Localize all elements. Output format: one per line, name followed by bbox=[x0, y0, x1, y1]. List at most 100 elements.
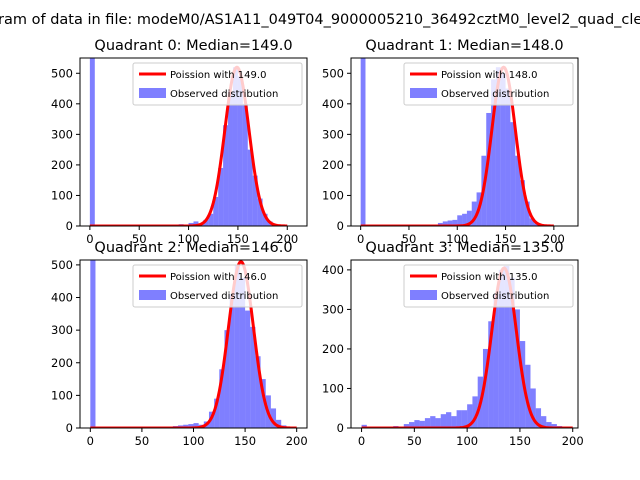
histogram-bar bbox=[188, 424, 194, 428]
histogram-bar bbox=[239, 277, 246, 428]
y-tick-label: 100 bbox=[322, 188, 344, 202]
y-tick-label: 500 bbox=[51, 258, 73, 272]
y-tick-label: 400 bbox=[322, 97, 344, 111]
subplot-quadrant-2: 0 50 100 150 200 0 100 200 300 400 500 Quadrant 2: … bbox=[51, 240, 308, 448]
histogram-bar bbox=[440, 414, 447, 428]
x-tick-label: 0 bbox=[86, 232, 93, 246]
histogram-bar bbox=[530, 388, 536, 428]
legend-box bbox=[132, 62, 303, 106]
histogram-bar bbox=[466, 210, 472, 226]
y-tick-label: 200 bbox=[51, 356, 73, 370]
histogram-bar bbox=[242, 103, 248, 226]
histogram-bar bbox=[409, 422, 415, 428]
histogram-bar bbox=[435, 418, 441, 428]
histogram-bar bbox=[467, 404, 473, 428]
histogram-bar bbox=[514, 309, 520, 428]
y-tick-label: 0 bbox=[66, 421, 73, 435]
histogram-bar bbox=[361, 424, 367, 428]
histogram-bar bbox=[219, 369, 225, 428]
histogram-bar bbox=[457, 215, 463, 226]
histogram-bar bbox=[525, 364, 531, 428]
y-tick-label: 200 bbox=[322, 158, 344, 172]
legend-label-observed: Observed distribution bbox=[441, 89, 549, 100]
legend-label-observed: Observed distribution bbox=[170, 291, 278, 302]
legend: Poission with 146.0 Observed distribution bbox=[132, 264, 303, 308]
subplot-quadrant-0: 0 50 100 150 200 0 100 200 300 400 500 Quadrant 0: … bbox=[51, 38, 308, 246]
histogram-bar bbox=[203, 219, 209, 226]
y-tick-label: 400 bbox=[51, 291, 73, 305]
histogram-bar bbox=[262, 213, 268, 226]
y-tick-label: 100 bbox=[322, 381, 344, 395]
plot-area bbox=[361, 265, 574, 428]
histogram-bar bbox=[252, 175, 258, 226]
histogram-bar bbox=[509, 277, 515, 428]
x-tick-label: 100 bbox=[456, 434, 478, 448]
histogram-bar bbox=[260, 379, 266, 428]
histogram-bar bbox=[491, 79, 496, 226]
histogram-bar bbox=[232, 67, 238, 226]
histogram-bar bbox=[360, 58, 366, 226]
legend: Poission with 135.0 Observed distribution bbox=[403, 264, 574, 308]
x-tick-label: 50 bbox=[407, 434, 422, 448]
histogram-bar bbox=[515, 155, 521, 226]
histogram-bar bbox=[524, 201, 530, 226]
histogram-bar bbox=[520, 180, 525, 226]
y-tick-label: 0 bbox=[337, 421, 344, 435]
y-tick-label: 200 bbox=[322, 342, 344, 356]
y-tick-label: 0 bbox=[337, 219, 344, 233]
legend-swatch-observed bbox=[410, 88, 437, 98]
x-tick-label: 0 bbox=[87, 434, 94, 448]
legend-swatch-observed bbox=[139, 290, 166, 300]
histogram-bar bbox=[471, 201, 477, 226]
histogram-bar bbox=[462, 213, 467, 226]
x-tick-label: 100 bbox=[446, 232, 468, 246]
subplot-title: Quadrant 2: Median=146.0 bbox=[94, 240, 292, 256]
histogram-bar bbox=[193, 221, 199, 226]
histogram-bar bbox=[89, 58, 95, 226]
histogram-bar bbox=[498, 269, 505, 428]
legend-label-poisson: Poission with 149.0 bbox=[170, 70, 266, 81]
y-tick-label: 500 bbox=[322, 66, 344, 80]
subplot-title: Quadrant 3: Median=135.0 bbox=[365, 240, 563, 256]
legend-label-observed: Observed distribution bbox=[441, 291, 549, 302]
histogram-bar bbox=[193, 423, 199, 428]
histogram-bar bbox=[500, 73, 506, 226]
x-tick-label: 150 bbox=[495, 232, 517, 246]
histogram-bar bbox=[234, 264, 240, 428]
histogram-bar bbox=[250, 326, 256, 428]
axes-frame bbox=[79, 57, 308, 227]
y-tick-label: 300 bbox=[51, 127, 73, 141]
histogram-bar bbox=[535, 408, 542, 428]
histogram-bar bbox=[223, 125, 229, 226]
legend-label-poisson: Poission with 135.0 bbox=[441, 272, 537, 283]
legend-box bbox=[403, 62, 574, 106]
histogram-bar bbox=[510, 122, 516, 226]
x-tick-label: 200 bbox=[276, 232, 298, 246]
histogram-bar bbox=[451, 416, 457, 428]
legend: Poission with 148.0 Observed distribution bbox=[403, 62, 574, 106]
histogram-bar bbox=[551, 424, 557, 428]
x-tick-label: 50 bbox=[132, 232, 147, 246]
histogram-bar bbox=[430, 416, 436, 428]
legend-label-poisson: Poission with 148.0 bbox=[441, 70, 537, 81]
histogram-bar bbox=[546, 422, 552, 428]
histogram-bar bbox=[247, 149, 253, 226]
y-tick-label: 0 bbox=[66, 219, 73, 233]
histogram-bar bbox=[447, 220, 453, 226]
y-tick-label: 300 bbox=[322, 127, 344, 141]
histogram-bar bbox=[461, 410, 468, 428]
histogram-bar bbox=[255, 356, 261, 428]
x-tick-label: 50 bbox=[402, 232, 417, 246]
histogram-bar bbox=[228, 91, 233, 226]
histogram-bar bbox=[224, 330, 230, 428]
legend-swatch-observed bbox=[139, 88, 166, 98]
legend: Poission with 149.0 Observed distribution bbox=[132, 62, 303, 106]
histogram-bar bbox=[276, 419, 282, 428]
histogram-bar bbox=[452, 219, 458, 226]
y-tick-label: 400 bbox=[322, 263, 344, 277]
subplot-title: Quadrant 0: Median=149.0 bbox=[94, 38, 292, 54]
histogram-bar bbox=[482, 348, 489, 428]
legend-label-observed: Observed distribution bbox=[170, 89, 278, 100]
